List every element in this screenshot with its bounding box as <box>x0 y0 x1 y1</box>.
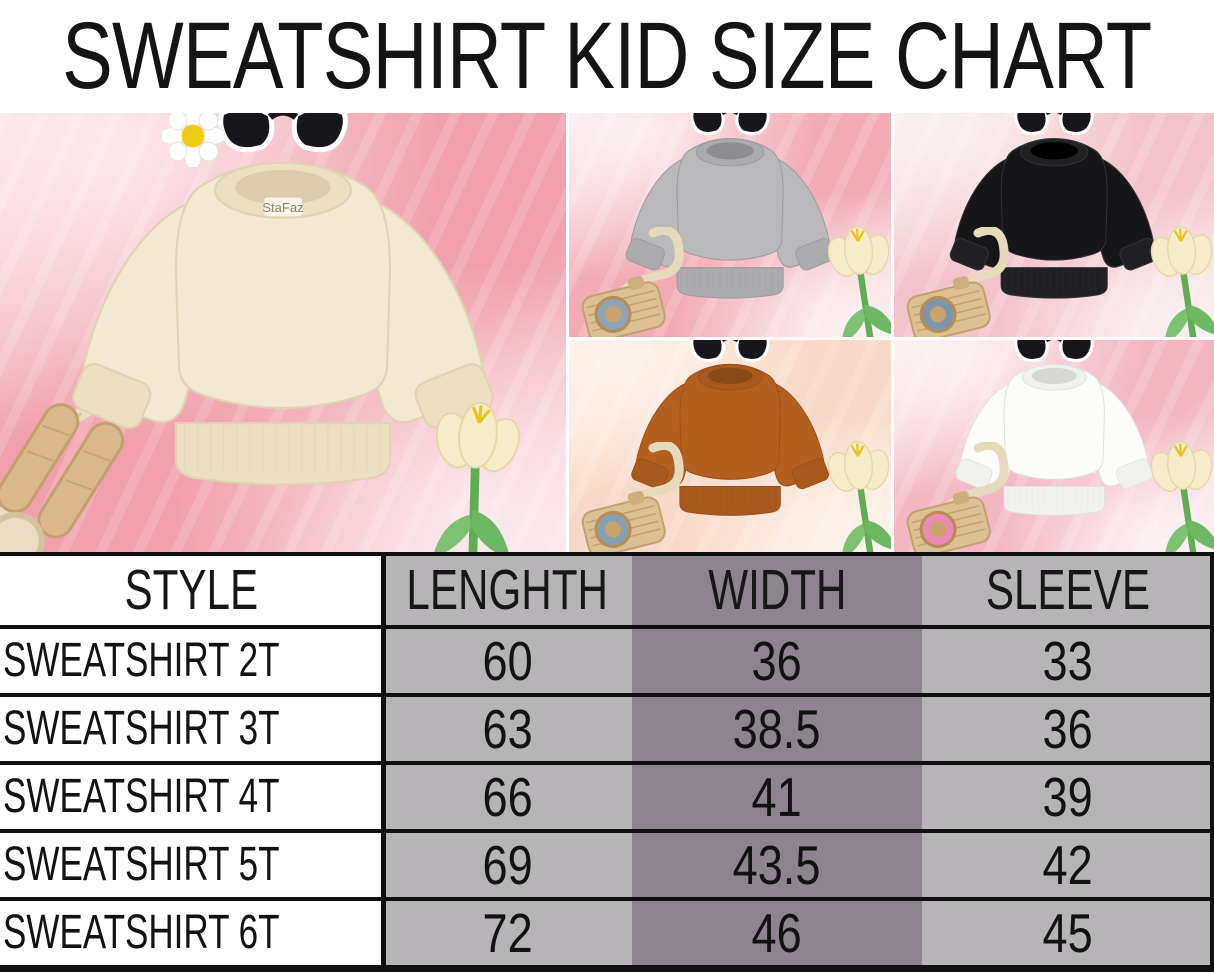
cell-sleeve-text: 39 <box>1042 765 1094 828</box>
cell-width-text: 43.5 <box>733 833 821 896</box>
sunglasses-icon <box>1014 113 1094 136</box>
cell-style-text: SWEATSHIRT 4T <box>3 770 280 823</box>
table-row: SWEATSHIRT 4T 66 41 39 <box>0 761 1214 829</box>
cell-sleeve: 45 <box>922 901 1214 965</box>
toy-camera-icon <box>581 225 684 337</box>
cell-length-text: 66 <box>482 765 533 828</box>
tulip-flower-icon <box>827 440 891 552</box>
sweatshirt-graphic <box>631 363 829 516</box>
cell-length: 69 <box>383 833 632 897</box>
cell-sleeve-text: 33 <box>1042 629 1094 692</box>
cell-sleeve-text: 45 <box>1042 901 1094 964</box>
size-table: STYLE LENGHTH WIDTH SLEEVE SWEATSHIRT 2T… <box>0 556 1214 972</box>
cell-style: SWEATSHIRT 4T <box>0 765 383 829</box>
sweatshirt: StaFaz <box>12 115 554 549</box>
cell-width-text: 38.5 <box>733 697 821 760</box>
size-table-header: STYLE LENGHTH WIDTH SLEEVE <box>0 556 1214 625</box>
cell-sleeve: 36 <box>922 697 1214 761</box>
cell-width-text: 36 <box>751 629 803 692</box>
table-right-border <box>1210 552 1214 965</box>
page-title: SWEATSHIRT KID SIZE CHART <box>62 3 1152 109</box>
table-vertical-line <box>381 552 386 965</box>
cell-length: 60 <box>383 629 632 693</box>
cell-style-text: SWEATSHIRT 6T <box>3 906 280 959</box>
title-band: SWEATSHIRT KID SIZE CHART <box>0 0 1214 113</box>
sweatshirt <box>582 342 878 546</box>
sweatshirt-graphic: StaFaz <box>72 161 494 486</box>
cell-sleeve-text: 36 <box>1042 697 1094 760</box>
cell-width: 38.5 <box>632 697 922 761</box>
tulip-flower-icon <box>1150 225 1214 337</box>
header-style: STYLE <box>0 556 383 625</box>
sunglasses-icon <box>690 340 770 363</box>
cell-width: 36 <box>632 629 922 693</box>
cell-width: 46 <box>632 901 922 965</box>
cell-style-text: SWEATSHIRT 5T <box>3 838 280 891</box>
sweatshirt <box>907 115 1201 330</box>
cell-length: 72 <box>383 901 632 965</box>
sunglasses-icon <box>218 113 348 153</box>
sunglasses-icon <box>1014 340 1094 363</box>
wooden-bunny-toy-icon <box>0 403 125 552</box>
cell-width-text: 46 <box>751 901 803 964</box>
table-bottom-border <box>0 965 1214 972</box>
photo-cream-sweatshirt: StaFaz <box>0 113 566 552</box>
tulip-flower-icon <box>432 401 521 552</box>
toy-camera-icon <box>581 440 684 552</box>
cell-sleeve: 33 <box>922 629 1214 693</box>
photo-gray-sweatshirt <box>569 113 891 337</box>
size-table-body: SWEATSHIRT 2T 60 36 33 SWEATSHIRT 3T 63 38.5 36… <box>0 625 1214 965</box>
cell-length: 63 <box>383 697 632 761</box>
photo-black-sweatshirt <box>894 113 1214 337</box>
svg-text:StaFaz: StaFaz <box>262 200 303 215</box>
cell-length-text: 63 <box>482 697 533 760</box>
photo-collage: StaFaz <box>0 113 1214 552</box>
table-row: SWEATSHIRT 5T 69 43.5 42 <box>0 829 1214 897</box>
tulip-flower-icon <box>1150 440 1214 552</box>
cell-style: SWEATSHIRT 2T <box>0 629 383 693</box>
cell-width: 43.5 <box>632 833 922 897</box>
sweatshirt-graphic <box>949 138 1159 299</box>
cell-sleeve: 39 <box>922 765 1214 829</box>
cell-length-text: 72 <box>482 901 533 964</box>
table-row: SWEATSHIRT 6T 72 46 45 <box>0 897 1214 965</box>
table-row: SWEATSHIRT 2T 60 36 33 <box>0 625 1214 693</box>
cell-style-text: SWEATSHIRT 3T <box>3 702 280 755</box>
header-length: LENGHTH <box>383 556 632 625</box>
cell-style: SWEATSHIRT 3T <box>0 697 383 761</box>
header-sleeve: SLEEVE <box>922 556 1214 625</box>
photo-white-sweatshirt <box>894 340 1214 552</box>
sunglasses-icon <box>690 113 770 136</box>
toy-camera-icon <box>906 225 1009 337</box>
cell-style: SWEATSHIRT 5T <box>0 833 383 897</box>
cell-width-text: 41 <box>751 765 803 828</box>
cell-width: 41 <box>632 765 922 829</box>
daisy-flower-icon <box>159 113 227 170</box>
table-row: SWEATSHIRT 3T 63 38.5 36 <box>0 693 1214 761</box>
cell-length: 66 <box>383 765 632 829</box>
toy-camera-icon <box>906 440 1009 552</box>
cell-sleeve-text: 42 <box>1042 833 1094 896</box>
cell-length-text: 69 <box>482 833 533 896</box>
cell-length-text: 60 <box>482 629 533 692</box>
cell-style-text: SWEATSHIRT 2T <box>3 634 280 687</box>
cell-sleeve: 42 <box>922 833 1214 897</box>
cell-style: SWEATSHIRT 6T <box>0 901 383 965</box>
photo-orange-sweatshirt <box>569 340 891 552</box>
tulip-flower-icon <box>827 225 891 337</box>
photo-table-divider <box>0 552 1214 556</box>
header-width: WIDTH <box>632 556 922 625</box>
